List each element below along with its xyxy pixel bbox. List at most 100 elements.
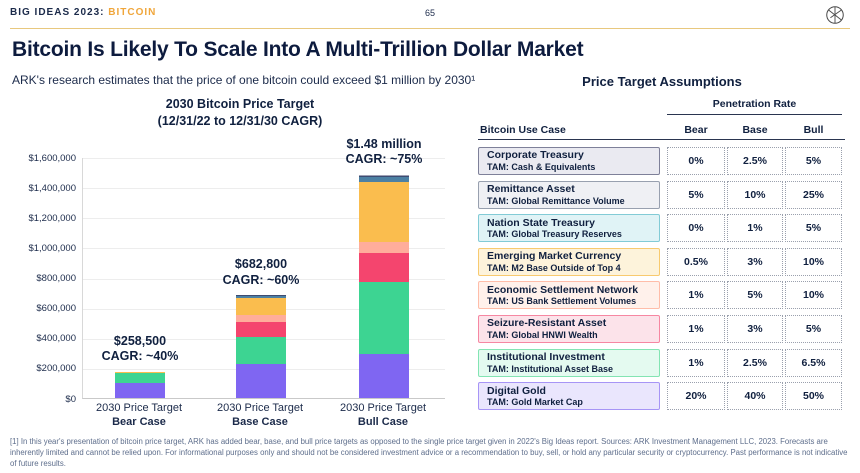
x-label-line1: 2030 Price Target [339,402,427,414]
brand-separator: : [100,7,109,18]
bar-segment-institutional-investment [236,336,286,364]
column-header-bear: Bear [684,124,708,136]
brand-accent: BITCOIN [108,7,157,18]
brand-main: BIG IDEAS 2023 [10,7,101,18]
penetration-base-institutional-investment: 2.5% [727,348,783,377]
penetration-base-seizure-resistant-asset: 3% [727,315,783,343]
penetration-bull-emerging-market-currency: 10% [785,247,842,276]
column-header-base: Base [742,124,768,136]
y-tick-label: $200,000 [36,363,76,375]
bar-segment-institutional-investment [359,281,409,354]
bar-total-label: $682,800 [234,256,288,271]
y-tick-label: $400,000 [36,333,76,345]
use-case-tam: TAM: Cash & Equivalents [487,161,596,172]
footnote: [1] In this year's presentation of bitco… [10,437,848,468]
x-label-line2: Base Case [232,415,288,428]
penetration-base-emerging-market-currency: 3% [727,247,783,276]
bar-segment-economic-settlement-network [236,315,286,322]
bar-cagr-label: CAGR: ~60% [222,272,300,287]
ark-logo-icon [826,6,844,24]
use-case-name: Economic Settlement Network [487,283,639,296]
gridline--1-200-000 [83,218,445,220]
bar-total-label: $1.48 million [346,136,422,151]
bar-segment-seizure-resistant-asset [359,252,409,282]
use-case-tam: TAM: Global HNWI Wealth [487,329,598,340]
y-tick-label: $1,200,000 [28,212,76,224]
penetration-bear-institutional-investment: 1% [667,348,725,377]
penetration-bear-remittance-asset: 5% [667,180,725,209]
y-tick-label: $600,000 [36,303,76,315]
table-header-divider [478,139,845,140]
penetration-bear-digital-gold: 20% [667,382,725,411]
use-case-name: Digital Gold [487,384,546,397]
use-case-box-nation-state-treasury: Nation State Treasury TAM: Global Treasur… [478,214,660,243]
use-case-name: Corporate Treasury [487,149,584,162]
penetration-base-economic-settlement-network: 5% [727,281,783,310]
use-case-box-digital-gold: Digital Gold TAM: Gold Market Cap [478,382,660,411]
penetration-bear-corporate-treasury: 0% [667,147,725,175]
use-case-box-institutional-investment: Institutional Investment TAM: Institution… [478,348,660,377]
penetration-bear-nation-state-treasury: 0% [667,214,725,243]
bar-cagr-label: CAGR: ~40% [101,349,179,364]
penetration-base-corporate-treasury: 2.5% [727,147,783,175]
use-case-box-emerging-market-currency: Emerging Market Currency TAM: M2 Base Out… [478,247,660,276]
bar-segment-remittance-asset [359,175,409,177]
use-case-tam: TAM: Gold Market Cap [487,397,583,408]
use-case-box-economic-settlement-network: Economic Settlement Network TAM: US Bank … [478,281,660,310]
x-category-label-base-case: 2030 Price Target Base Case [217,402,303,430]
chart-title-line1: 2030 Bitcoin Price Target [165,97,315,111]
chart-title-line2: (12/31/22 to 12/31/30 CAGR) [157,113,323,128]
y-tick-label: $1,400,000 [28,182,76,194]
use-case-box-corporate-treasury: Corporate Treasury TAM: Cash & Equivalent… [478,147,660,175]
x-label-line2: Bear Case [112,415,166,428]
assumptions-title: Price Target Assumptions [582,74,742,89]
gridline--1-000-000 [83,248,445,250]
bar-segment-digital-gold [115,382,165,398]
report-brand: BIG IDEAS 2023: BITCOIN [10,7,156,18]
bar-segment-seizure-resistant-asset [236,321,286,337]
x-label-line2: Bull Case [357,415,409,428]
bar-segment-nation-state-treasury [236,296,286,298]
bar-value-label-base-case: $682,800 CAGR: ~60% [223,257,300,288]
penetration-bull-corporate-treasury: 5% [785,147,842,175]
penetration-base-digital-gold: 40% [727,382,783,411]
chart-plot: $258,500 CAGR: ~40% $682,800 CAGR: ~60% $1.4… [82,137,445,399]
gridline--800-000 [83,278,445,280]
bar-segment-remittance-asset [236,295,286,297]
penetration-base-nation-state-treasury: 1% [727,214,783,243]
x-category-label-bear-case: 2030 Price Target Bear Case [96,402,182,430]
bar-segment-digital-gold [359,353,409,398]
chart-title: 2030 Bitcoin Price Target (12/31/22 to 1… [40,96,440,130]
bar-segment-corporate-treasury [359,175,409,176]
use-case-name: Institutional Investment [487,350,605,363]
bar-segment-emerging-market-currency [359,181,409,243]
penetration-bull-nation-state-treasury: 5% [785,214,842,243]
use-case-tam: TAM: Global Treasury Reserves [487,229,622,240]
use-case-name: Remittance Asset [487,182,575,195]
bar-segment-institutional-investment [115,373,165,383]
x-label-line1: 2030 Price Target [95,402,183,414]
header-divider [10,28,850,29]
x-label-line1: 2030 Price Target [216,402,304,414]
penetration-bull-digital-gold: 50% [785,382,842,411]
use-case-name: Nation State Treasury [487,216,595,229]
stacked-bar-bear-case [115,372,165,398]
column-header-bull: Bull [803,124,824,136]
use-case-tam: TAM: US Bank Settlement Volumes [487,296,637,307]
bar-segment-digital-gold [236,363,286,398]
penetration-bear-economic-settlement-network: 1% [667,281,725,310]
slide-subtitle: ARK's research estimates that the price … [12,73,476,87]
slide-title: Bitcoin Is Likely To Scale Into A Multi-… [12,38,584,61]
bar-value-label-bull-case: $1.48 million CAGR: ~75% [346,137,423,168]
penetration-bull-remittance-asset: 25% [785,180,842,209]
use-case-name: Seizure-Resistant Asset [487,317,607,330]
page-number: 65 [424,8,435,18]
gridline--1-400-000 [83,188,445,190]
bar-segment-nation-state-treasury [359,176,409,182]
assumptions-table: Price Target Assumptions Penetration Rat… [478,70,846,420]
x-category-label-bull-case: 2030 Price Target Bull Case [340,402,426,430]
penetration-bear-seizure-resistant-asset: 1% [667,315,725,343]
use-case-box-seizure-resistant-asset: Seizure-Resistant Asset TAM: Global HNWI … [478,315,660,343]
use-case-name: Emerging Market Currency [487,250,622,263]
